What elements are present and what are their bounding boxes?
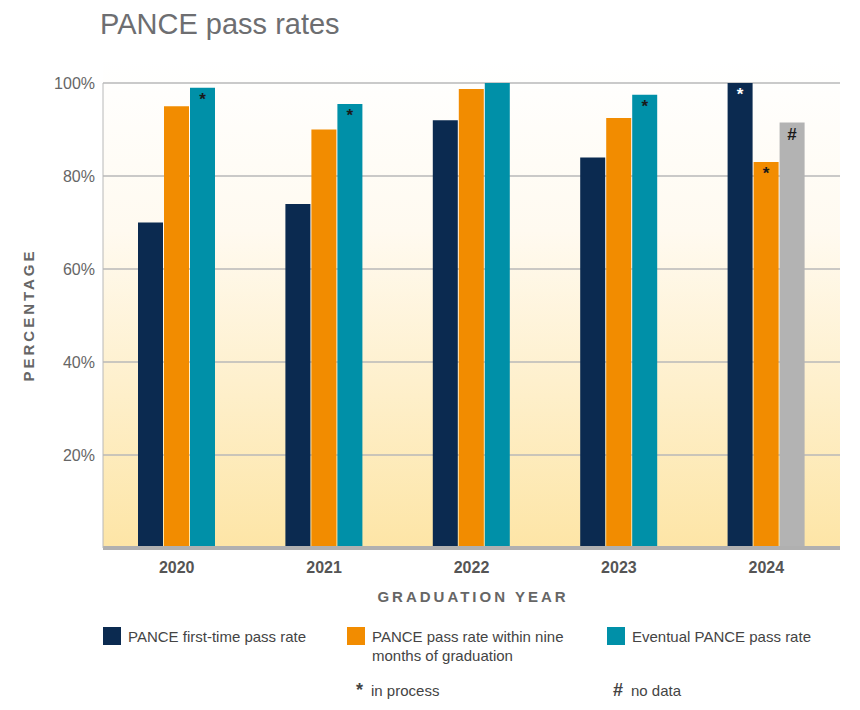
html-text:in process: in process [371, 682, 440, 699]
svg-text:2022: 2022 [454, 559, 490, 576]
svg-text:2021: 2021 [306, 559, 342, 576]
svg-text:*: * [199, 90, 206, 109]
svg-text:*: * [641, 97, 648, 116]
svg-text:*: * [763, 164, 770, 183]
svg-text:60%: 60% [63, 261, 95, 278]
html-text:no data: no data [631, 682, 682, 699]
svg-text:*: * [737, 85, 744, 104]
svg-text:2024: 2024 [749, 559, 785, 576]
svg-text:80%: 80% [63, 168, 95, 185]
svg-text:20%: 20% [63, 447, 95, 464]
svg-text:40%: 40% [63, 354, 95, 371]
html-text:Eventual PANCE pass rate: Eventual PANCE pass rate [632, 628, 811, 645]
svg-text:#: # [787, 125, 797, 144]
html-text:PANCE first-time pass rate: PANCE first-time pass rate [128, 628, 307, 645]
svg-text:2020: 2020 [159, 559, 195, 576]
html-text:PANCE pass rates: PANCE pass rates [100, 8, 340, 40]
svg-text:2023: 2023 [601, 559, 637, 576]
html-text:PANCE pass rate within nine mo: PANCE pass rate within nine months of gr… [372, 628, 564, 664]
svg-text:100%: 100% [54, 75, 95, 92]
html-text:PERCENTAGE: PERCENTAGE [19, 248, 37, 382]
html-text:GRADUATION YEAR: GRADUATION YEAR [377, 588, 569, 605]
svg-text:*: * [347, 106, 354, 125]
